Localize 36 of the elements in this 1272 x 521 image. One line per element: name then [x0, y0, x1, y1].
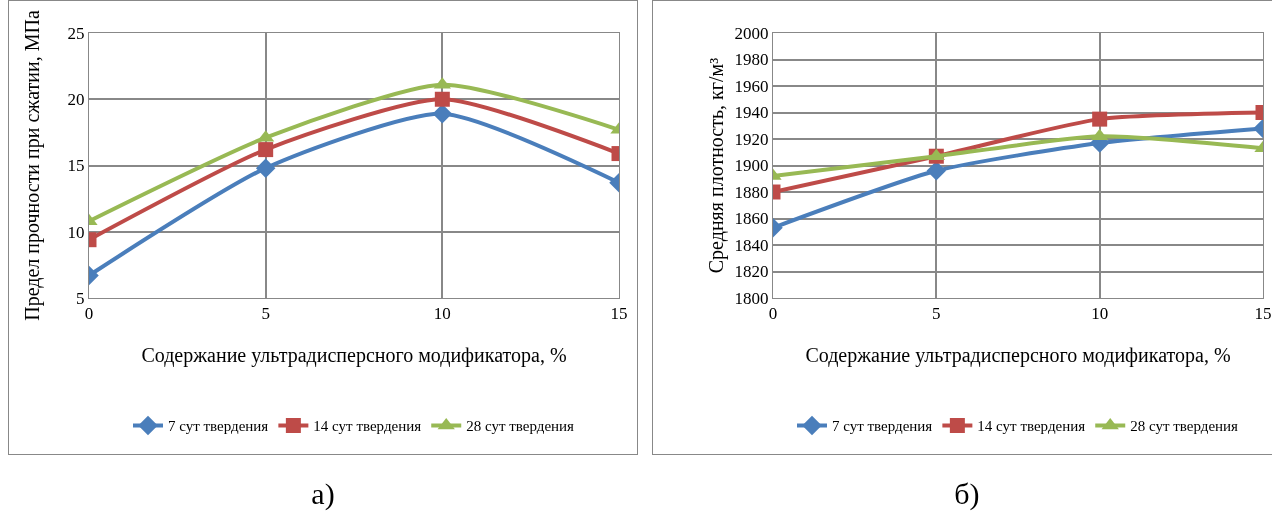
- y-axis-title: Предел прочности при сжатии, МПа: [21, 10, 44, 321]
- y-tick-label: 1840: [734, 235, 769, 255]
- x-tick-label: 15: [610, 304, 628, 324]
- text: б): [953, 477, 981, 511]
- legend-label: 7 сут твердения: [832, 418, 933, 435]
- y-tick-label: 25: [67, 23, 85, 43]
- y-tick-label: 2000: [734, 23, 769, 43]
- x-tick-label: 0: [768, 304, 778, 324]
- y-tick-label: 1820: [734, 262, 769, 282]
- y-axis-title: Средняя плотность, кг/м³: [705, 57, 728, 274]
- x-tick-label: 5: [261, 304, 270, 324]
- y-tick-label: 1900: [734, 156, 769, 176]
- y-tick-label: 1880: [734, 182, 769, 202]
- y-tick-label: 20: [67, 90, 85, 110]
- x-tick-label: 10: [1091, 304, 1109, 324]
- legend-label: 7 сут твердения: [168, 418, 269, 435]
- y-tick-label: 1800: [734, 288, 769, 308]
- text: а): [310, 477, 336, 511]
- y-tick-label: 1920: [734, 129, 769, 149]
- x-tick-label: 15: [1254, 304, 1272, 324]
- y-tick-label: 1940: [734, 103, 769, 123]
- x-tick-label: 0: [84, 304, 94, 324]
- x-tick-label: 10: [433, 304, 451, 324]
- y-tick-label: 1860: [734, 209, 769, 229]
- y-tick-label: 1960: [734, 76, 769, 96]
- x-axis-title: Содержание ультрадисперсного модификатора, %: [805, 343, 1231, 367]
- legend-label: 28 сут твердения: [1130, 418, 1239, 435]
- x-axis-title: Содержание ультрадисперсного модификатора, %: [141, 343, 567, 367]
- y-tick-label: 15: [67, 156, 85, 176]
- legend-label: 14 сут твердения: [977, 418, 1086, 435]
- legend-label: 28 сут твердения: [466, 418, 575, 435]
- y-tick-label: 5: [76, 288, 85, 308]
- x-tick-label: 5: [932, 304, 941, 324]
- y-tick-label: 1980: [734, 50, 769, 70]
- y-tick-label: 10: [67, 222, 85, 242]
- legend-label: 14 сут твердения: [313, 418, 422, 435]
